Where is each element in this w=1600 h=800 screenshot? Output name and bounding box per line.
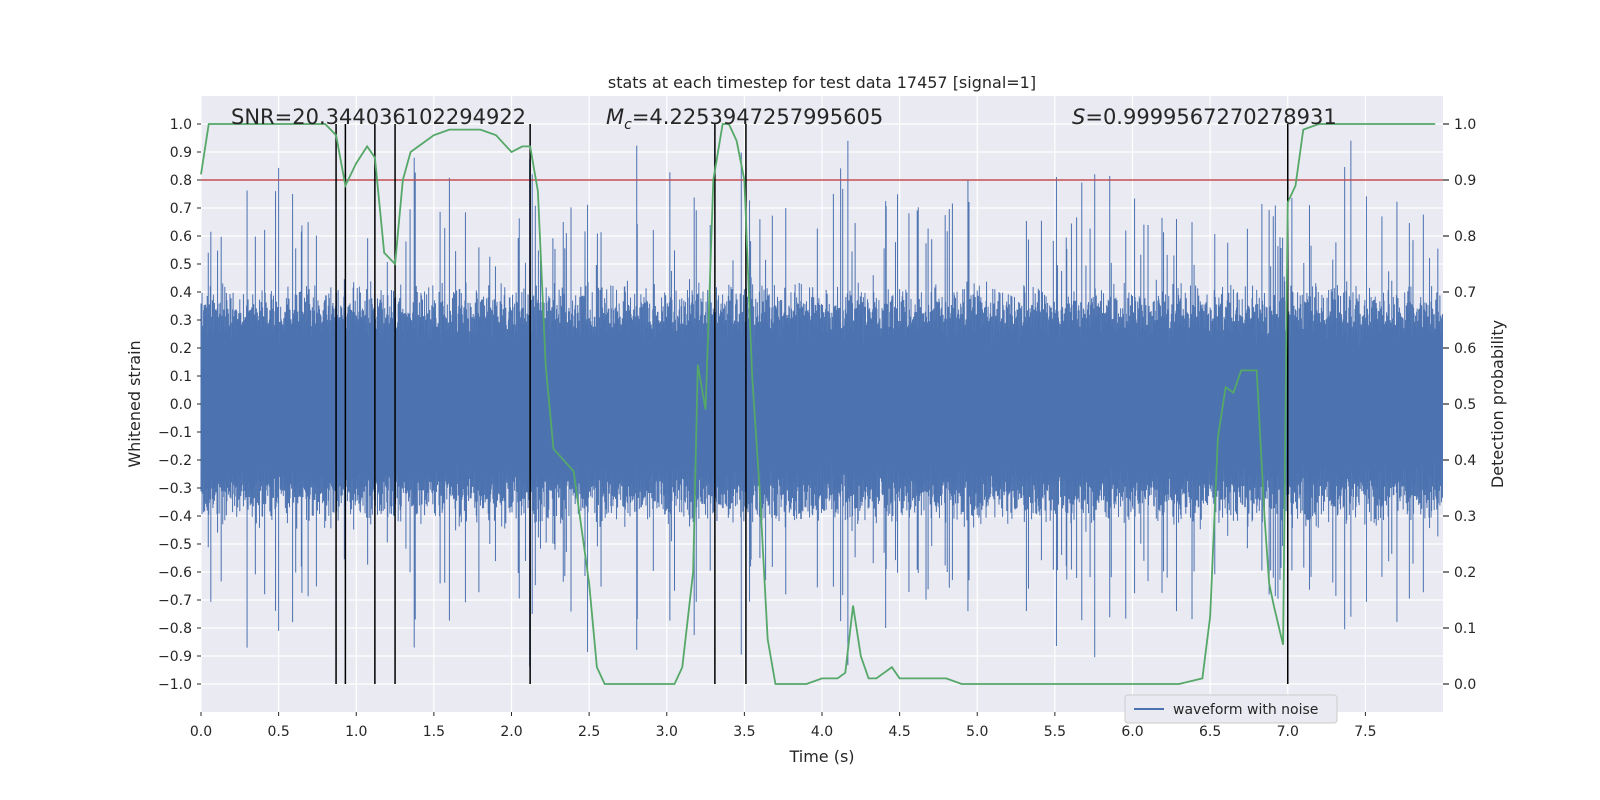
y-right-tick-label: 0.2 bbox=[1454, 565, 1476, 581]
y-tick-label: 0.4 bbox=[170, 285, 192, 301]
y-axis-ticks: 1.0 0.9 0.8 0.7 0.6 0.5 0.4 0.3 0.2 0.1 0.0 −0.1 −0.… bbox=[158, 117, 201, 693]
y-right-tick-label: 0.4 bbox=[1454, 453, 1476, 469]
legend-label: waveform with noise bbox=[1173, 702, 1318, 718]
x-tick-label: 2.0 bbox=[500, 724, 522, 740]
x-tick-label: 0.0 bbox=[190, 724, 212, 740]
x-axis-ticks: 0.0 0.5 1.0 1.5 2.0 2.5 3.0 3.5 4.0 4.5 5.0 5.5 6.0 6… bbox=[190, 712, 1377, 740]
y-tick-label: −0.5 bbox=[158, 537, 192, 553]
y-tick-label: 0.1 bbox=[170, 369, 192, 385]
mc-value: =4.2253947257995605 bbox=[632, 105, 883, 129]
y-tick-label: 0.5 bbox=[170, 257, 192, 273]
mc-symbol: M bbox=[606, 105, 624, 129]
y-right-tick-label: 0.5 bbox=[1454, 397, 1476, 413]
y-tick-label: −0.4 bbox=[158, 509, 192, 525]
y-tick-label: 0.3 bbox=[170, 313, 192, 329]
x-tick-label: 7.0 bbox=[1277, 724, 1299, 740]
mc-annotation: Mc=4.2253947257995605 bbox=[606, 105, 883, 133]
waveform-line bbox=[200, 140, 1443, 667]
y-tick-label: −0.9 bbox=[158, 649, 192, 665]
y-right-tick-label: 0.8 bbox=[1454, 229, 1476, 245]
x-tick-label: 0.5 bbox=[267, 724, 289, 740]
x-tick-label: 5.5 bbox=[1044, 724, 1066, 740]
y-tick-label: −0.3 bbox=[158, 481, 192, 497]
x-tick-label: 4.5 bbox=[888, 724, 910, 740]
s-annotation: S=0.9999567270278931 bbox=[1072, 105, 1337, 129]
y-right-tick-label: 0.9 bbox=[1454, 173, 1476, 189]
x-tick-label: 7.5 bbox=[1354, 724, 1376, 740]
y-right-tick-label: 1.0 bbox=[1454, 117, 1476, 133]
y-right-tick-label: 0.0 bbox=[1454, 677, 1476, 693]
y-tick-label: −0.7 bbox=[158, 593, 192, 609]
legend: waveform with noise bbox=[1124, 694, 1338, 724]
y-tick-label: 0.8 bbox=[170, 173, 192, 189]
y-tick-label: −0.1 bbox=[158, 425, 192, 441]
snr-annotation: SNR=20.344036102294922 bbox=[231, 105, 526, 129]
x-tick-label: 5.0 bbox=[966, 724, 988, 740]
y-tick-label: −0.8 bbox=[158, 621, 192, 637]
y-tick-label: −0.6 bbox=[158, 565, 192, 581]
y-right-tick-label: 0.1 bbox=[1454, 621, 1476, 637]
probability-series bbox=[200, 123, 1436, 685]
x-axis-label: Time (s) bbox=[788, 747, 854, 766]
y-right-tick-label: 0.3 bbox=[1454, 509, 1476, 525]
y-right-axis-label: Detection probability bbox=[1488, 320, 1507, 488]
y-tick-label: 0.0 bbox=[170, 397, 192, 413]
y-axis-label: Whitened strain bbox=[125, 340, 144, 467]
y-tick-label: 0.6 bbox=[170, 229, 192, 245]
legend-box bbox=[1124, 694, 1338, 724]
y-right-tick-label: 0.7 bbox=[1454, 285, 1476, 301]
x-tick-label: 3.5 bbox=[733, 724, 755, 740]
y-tick-label: −1.0 bbox=[158, 677, 192, 693]
x-tick-label: 1.5 bbox=[423, 724, 445, 740]
y-tick-label: −0.2 bbox=[158, 453, 192, 469]
s-value: =0.9999567270278931 bbox=[1085, 105, 1336, 129]
vertical-markers bbox=[335, 124, 1289, 684]
s-symbol: S bbox=[1072, 105, 1085, 129]
y-right-axis-ticks: 1.0 0.9 0.8 0.7 0.6 0.5 0.4 0.3 0.2 0.1 0.0 bbox=[1443, 117, 1476, 693]
x-tick-label: 6.5 bbox=[1199, 724, 1221, 740]
x-tick-label: 1.0 bbox=[345, 724, 367, 740]
y-tick-label: 0.7 bbox=[170, 201, 192, 217]
x-tick-label: 6.0 bbox=[1121, 724, 1143, 740]
x-tick-label: 2.5 bbox=[578, 724, 600, 740]
probability-line bbox=[200, 123, 1436, 685]
x-tick-label: 3.0 bbox=[656, 724, 678, 740]
chart-title: stats at each timestep for test data 174… bbox=[608, 73, 1036, 92]
waveform-series bbox=[200, 140, 1443, 667]
y-tick-label: 0.2 bbox=[170, 341, 192, 357]
y-tick-label: 1.0 bbox=[170, 117, 192, 133]
y-right-tick-label: 0.6 bbox=[1454, 341, 1476, 357]
mc-subscript: c bbox=[624, 117, 632, 133]
y-tick-label: 0.9 bbox=[170, 145, 192, 161]
x-tick-label: 4.0 bbox=[811, 724, 833, 740]
